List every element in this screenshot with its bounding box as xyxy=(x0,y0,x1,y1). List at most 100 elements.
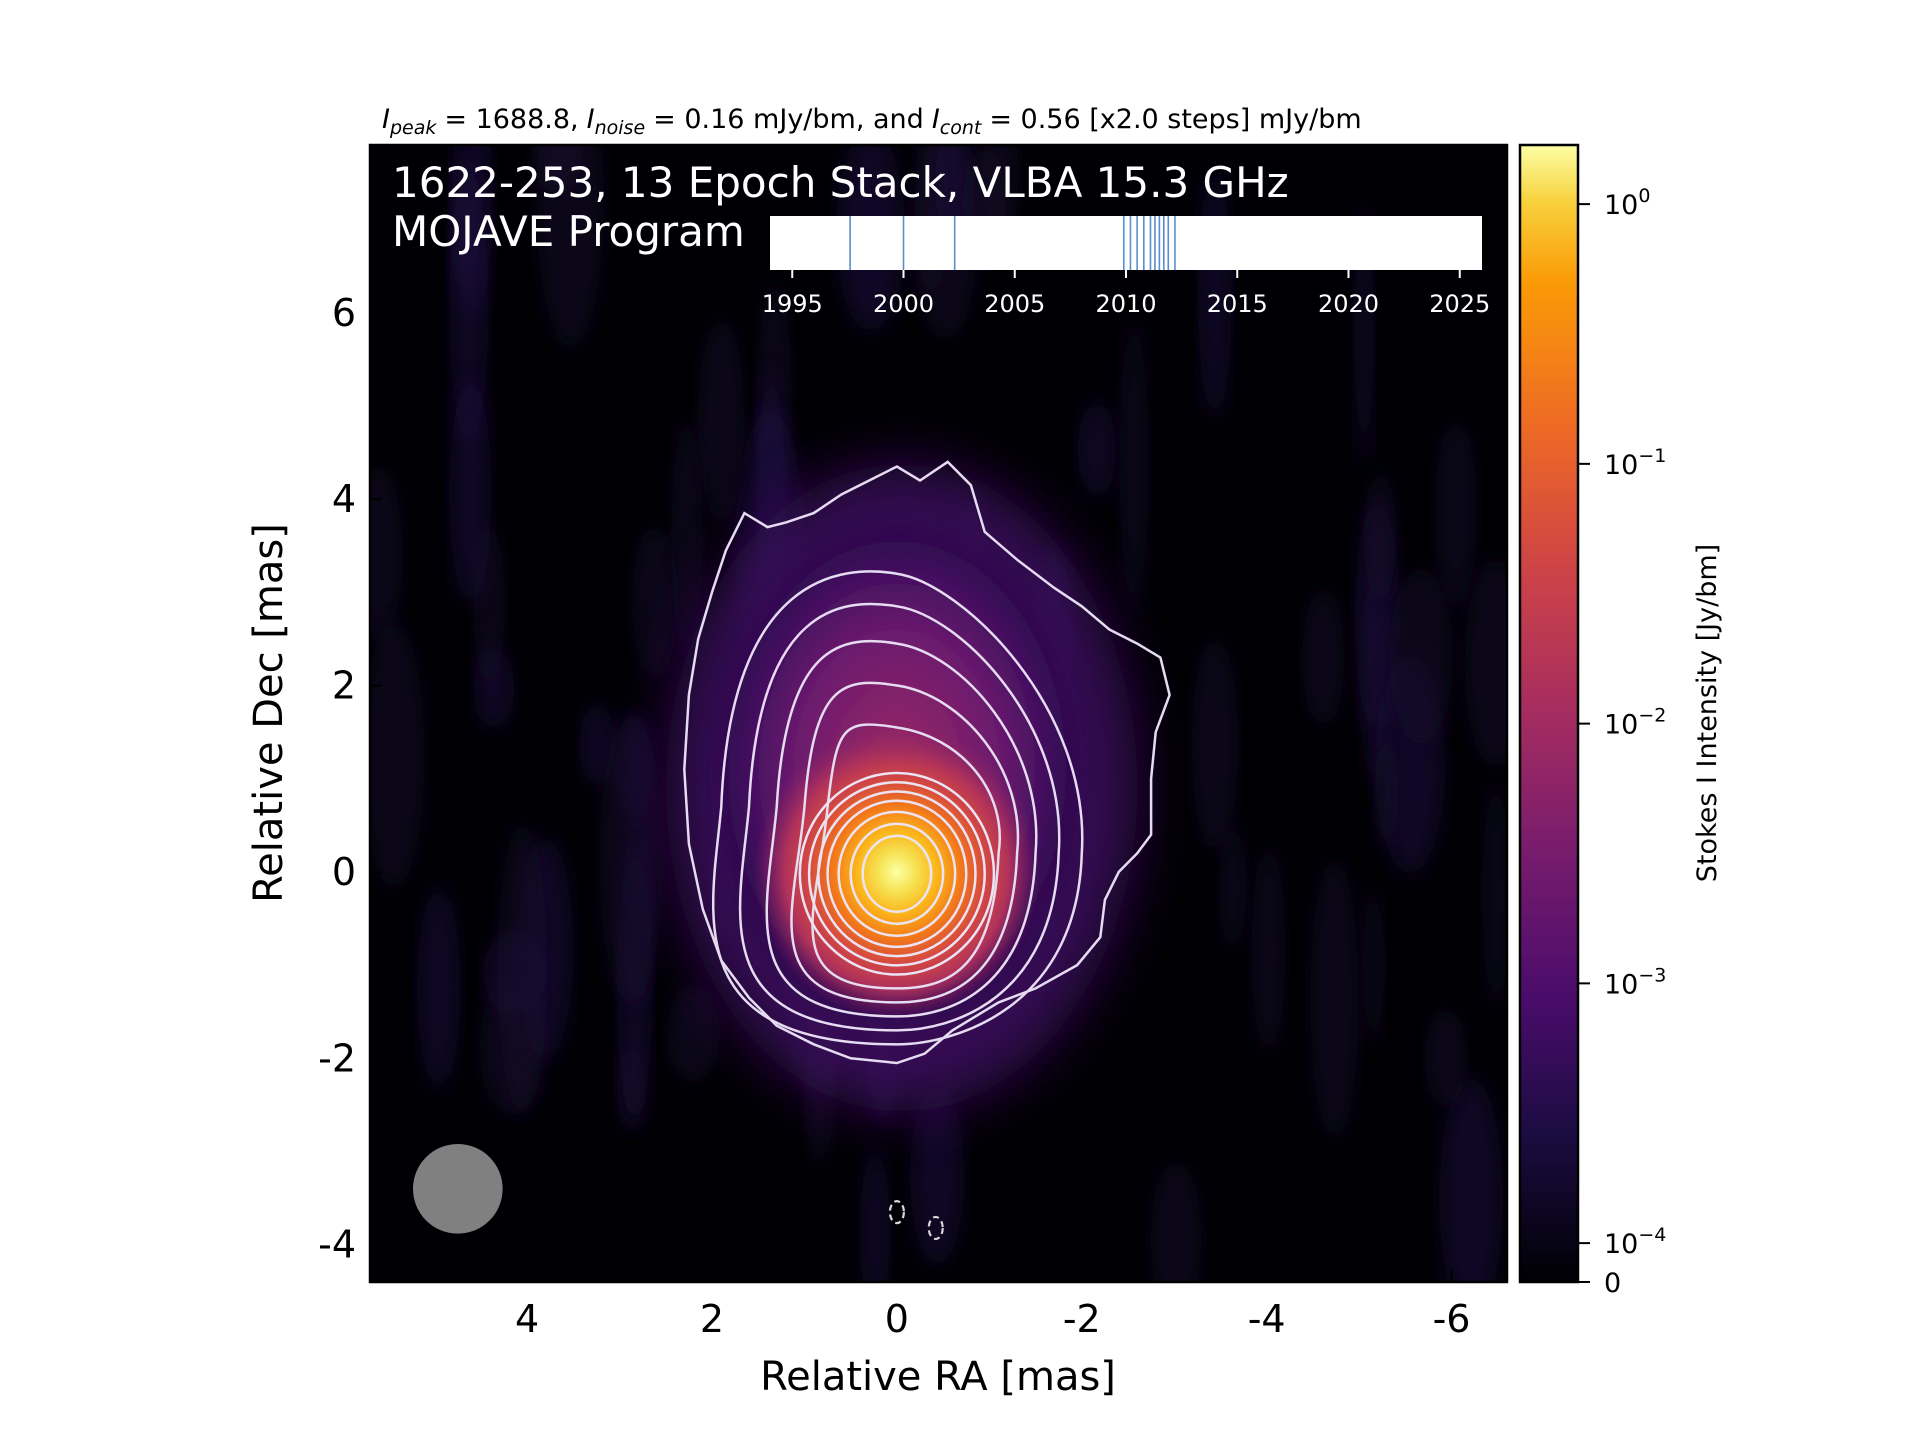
colorbar: 100 10−1 10−2 10−3 10−4 0 Stokes I Intensity … xyxy=(1518,143,1723,1299)
noise-blob xyxy=(1191,637,1239,852)
image-frame xyxy=(368,143,1509,1284)
noise-blob xyxy=(910,1085,965,1267)
header-i-cont: I xyxy=(932,104,940,135)
noise-blob xyxy=(1425,1008,1466,1108)
noise-blob xyxy=(1389,568,1453,746)
image-panel xyxy=(368,143,1509,1284)
x-tick-label: 0 xyxy=(885,1297,909,1341)
noise-blob xyxy=(671,416,704,658)
noise-blob xyxy=(1464,559,1507,769)
x-axis: 4 2 0 -2 -4 -6 xyxy=(515,1270,1470,1341)
x-tick-label: -6 xyxy=(1433,1297,1471,1341)
noise-blob xyxy=(599,714,664,1004)
colorbar-ticks: 100 10−1 10−2 10−3 10−4 0 xyxy=(1578,185,1666,1299)
y-tick-label: 6 xyxy=(332,291,356,335)
noise-blob xyxy=(1439,1076,1503,1282)
colorbar-tick-label: 10−3 xyxy=(1604,964,1666,1000)
contour-ring-2 xyxy=(807,781,986,967)
noise-blob xyxy=(579,702,616,788)
epoch-timeline-box xyxy=(770,216,1482,270)
y-axis-label: Relative Dec [mas] xyxy=(246,523,292,903)
epoch-tick-label: 2005 xyxy=(984,290,1045,318)
title-line-2: MOJAVE Program xyxy=(392,207,745,256)
contour-level-6 xyxy=(811,723,1001,990)
y-tick-label: 4 xyxy=(332,477,356,521)
noise-blob xyxy=(370,465,403,643)
noise-blob xyxy=(449,164,489,448)
y-tick-label: 0 xyxy=(332,850,356,894)
negative-contours xyxy=(888,1200,944,1241)
header-noise-sub: noise xyxy=(595,117,646,139)
colorbar-tick-label: 10−2 xyxy=(1604,705,1666,741)
epoch-tick-label: 2020 xyxy=(1318,290,1379,318)
noise-blob xyxy=(1362,885,1385,1047)
contour-ring-6 xyxy=(849,822,945,925)
header-i-noise: I xyxy=(587,104,595,135)
epoch-tick-label: 2015 xyxy=(1207,290,1268,318)
colorbar-tick-label: 100 xyxy=(1604,185,1650,221)
contour-ring-1 xyxy=(798,771,996,976)
noise-blob xyxy=(531,145,583,196)
noise-blob xyxy=(1435,419,1477,609)
noise-blob xyxy=(536,145,604,349)
contour-lines xyxy=(683,460,1171,1065)
header-cont-sub: cont xyxy=(940,117,983,139)
emission-core xyxy=(753,724,1041,1020)
noise-blob xyxy=(698,318,745,524)
contour-ring-7 xyxy=(861,834,933,913)
x-tick-label: 2 xyxy=(700,1297,724,1341)
y-axis: 6 4 2 0 -2 -4 xyxy=(318,291,382,1267)
colorbar-tick-label: 10−4 xyxy=(1604,1224,1666,1260)
x-tick-label: -2 xyxy=(1063,1297,1101,1341)
header-peak-value: = 1688.8, xyxy=(444,104,578,135)
noise-blob xyxy=(1219,822,1247,952)
epoch-tick-label: 2025 xyxy=(1429,290,1490,318)
noise-blob xyxy=(666,984,720,1082)
noise-blob xyxy=(1302,588,1345,727)
header-cont-value: = 0.56 [x2.0 steps] mJy/bm xyxy=(989,104,1361,135)
epoch-lines xyxy=(849,216,1176,270)
y-tick-label: -4 xyxy=(318,1223,356,1267)
noise-blob xyxy=(1482,779,1507,1009)
contour-level-3 xyxy=(738,602,1061,1032)
x-axis-label: Relative RA [mas] xyxy=(760,1354,1116,1400)
noise-blob xyxy=(1077,401,1116,499)
contour-ring-4 xyxy=(826,799,968,949)
header-noise-value: = 0.16 mJy/bm, and xyxy=(653,104,924,135)
header-peak-sub: peak xyxy=(389,117,437,139)
epoch-tick-label: 2010 xyxy=(1095,290,1156,318)
colorbar-label: Stokes I Intensity [Jy/bm] xyxy=(1692,544,1723,882)
negative-contour-2 xyxy=(927,1215,944,1241)
x-tick-label: -4 xyxy=(1248,1297,1286,1341)
epoch-tick-label: 1995 xyxy=(762,290,823,318)
noise-blob xyxy=(1310,858,1359,1140)
noise-blob xyxy=(417,887,461,1090)
noise-blob xyxy=(1363,469,1397,604)
contour-ring-5 xyxy=(837,810,957,937)
contour-outer xyxy=(683,460,1171,1065)
beam-ellipse xyxy=(412,1143,503,1234)
noise-blob xyxy=(370,622,425,889)
noise-blob xyxy=(497,821,548,1115)
header-i-peak: I xyxy=(382,104,390,135)
title-line-1: 1622-253, 13 Epoch Stack, VLBA 15.3 GHz xyxy=(392,158,1289,207)
colorbar-gradient xyxy=(1520,145,1578,1282)
contour-level-4 xyxy=(765,639,1038,1018)
colorbar-frame xyxy=(1518,143,1580,1284)
noise-blob xyxy=(1119,315,1149,613)
noise-blob xyxy=(1374,733,1399,850)
y-tick-label: -2 xyxy=(318,1036,356,1080)
epoch-axis-ticks: 1995 2000 2005 2010 2015 2020 2025 xyxy=(762,270,1490,318)
epoch-tick-label: 2000 xyxy=(873,290,934,318)
noise-blob xyxy=(1150,1161,1202,1282)
y-tick-label: 2 xyxy=(332,664,356,708)
noise-blob xyxy=(632,525,678,679)
emission-map xyxy=(666,464,1138,1112)
noise-blob xyxy=(449,378,492,606)
epoch-timeline: 1995 2000 2005 2010 2015 2020 2025 xyxy=(762,216,1490,318)
negative-contour-1 xyxy=(888,1200,906,1225)
x-tick-label: 4 xyxy=(515,1297,539,1341)
noise-blob xyxy=(860,1145,890,1282)
header-stats: Ipeak = 1688.8, Inoise = 0.16 mJy/bm, and Ic… xyxy=(382,104,1362,139)
